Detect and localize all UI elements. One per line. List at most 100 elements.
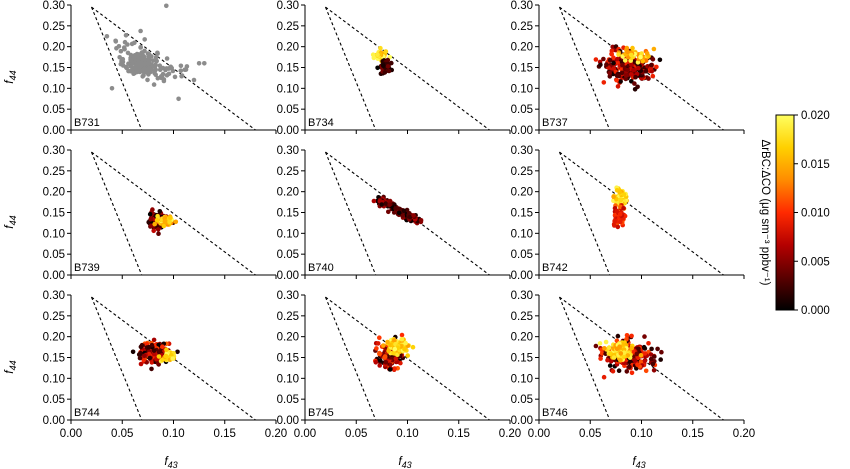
data-point [134,63,139,68]
data-point [118,61,124,67]
data-point [156,231,161,236]
data-point [399,332,405,338]
data-point [154,217,160,223]
data-point [172,74,178,80]
panel-label: B745 [308,407,334,419]
x-tick-label: 0.20 [499,428,521,440]
data-point [618,219,623,225]
data-point [623,76,628,82]
colorbar-tick-label: 0.005 [801,256,830,268]
data-point [138,350,143,356]
data-point [377,335,382,341]
data-point [607,74,613,79]
data-point [147,355,153,361]
data-point [385,339,390,345]
data-point [145,77,150,83]
data-point [643,69,649,74]
data-point [607,363,613,368]
y-tick-label: 0.05 [277,104,299,116]
data-point [151,82,157,87]
data-point [648,356,654,362]
y-axis-title: f44 [2,70,18,83]
data-point [393,206,398,211]
y-tick-label: 0.00 [43,270,65,282]
y-tick-label: 0.00 [43,125,65,137]
data-point [621,192,627,197]
y-tick-label: 0.10 [43,228,65,240]
y-tick-label: 0.10 [277,228,299,240]
data-point [615,333,621,339]
data-point [615,56,620,62]
panel-B745: 0.00 0.05 0.10 0.15 0.20 0.25 0.30 0.00 0.05 0.10… [277,290,522,469]
panel-B740: 0.00 0.05 0.10 0.15 0.20 0.25 0.30 B740 [277,145,511,282]
y-tick-label: 0.15 [277,63,299,75]
data-point [126,61,131,66]
data-point [164,66,169,71]
y-tick-label: 0.25 [277,311,299,323]
data-point [630,45,635,51]
data-point [156,349,162,355]
data-point [150,207,155,212]
data-point [113,38,118,44]
data-point [632,358,638,363]
data-point [392,366,397,371]
data-point [410,344,416,350]
y-tick-label: 0.20 [511,42,533,54]
colorbar-tick-label: 0.015 [801,159,830,171]
y-tick-label: 0.15 [511,353,533,365]
data-point [617,211,623,217]
data-point [387,198,393,204]
y-tick-label: 0.20 [277,42,299,54]
data-point [641,344,647,350]
data-point [378,45,383,51]
y-tick-label: 0.10 [277,83,299,95]
data-point [377,363,383,368]
y-tick-label: 0.10 [511,373,533,385]
panel-B746: 0.00 0.05 0.10 0.15 0.20 0.25 0.30 0.00 0.05 0.10… [511,290,756,469]
panel-B744: 0.00 0.05 0.10 0.15 0.20 0.25 0.30 0.00 0.05 0.10… [2,290,287,469]
data-point [371,55,377,61]
data-point [168,215,173,220]
y-tick-label: 0.30 [277,290,299,302]
y-tick-label: 0.30 [511,145,533,157]
y-tick-label: 0.00 [277,415,299,427]
data-point [597,341,603,346]
data-point [153,55,159,60]
data-point [175,349,180,355]
data-point [617,197,623,203]
data-point [400,213,406,218]
y-tick-label: 0.25 [277,166,299,178]
data-point [625,67,630,73]
data-point [138,68,144,73]
data-point [655,346,660,352]
data-point [611,355,617,360]
data-point [614,77,619,83]
y-tick-label: 0.15 [511,208,533,220]
data-point [161,77,167,82]
data-point [379,202,385,207]
data-point [382,355,387,360]
y-tick-label: 0.10 [511,83,533,95]
y-tick-label: 0.30 [511,290,533,302]
data-point [389,60,394,66]
data-point [164,347,169,353]
triangle-reference-line [324,296,377,421]
data-point [598,356,603,361]
data-point [616,52,621,57]
triangle-reference-line [90,6,143,131]
data-point [179,73,185,78]
y-tick-label: 0.20 [511,332,533,344]
y-tick-label: 0.00 [511,125,533,137]
data-point [611,55,616,60]
triangle-reference-line [559,6,724,131]
data-point [618,358,623,363]
colorbar-tick-label: 0.000 [801,305,830,317]
data-point [396,210,402,216]
x-tick-label: 0.05 [111,428,133,440]
y-tick-label: 0.30 [511,0,533,12]
panel-label: B734 [308,117,334,129]
data-point [184,64,190,69]
data-point [609,48,615,54]
x-tick-label: 0.05 [345,428,367,440]
x-tick-label: 0.15 [682,428,704,440]
